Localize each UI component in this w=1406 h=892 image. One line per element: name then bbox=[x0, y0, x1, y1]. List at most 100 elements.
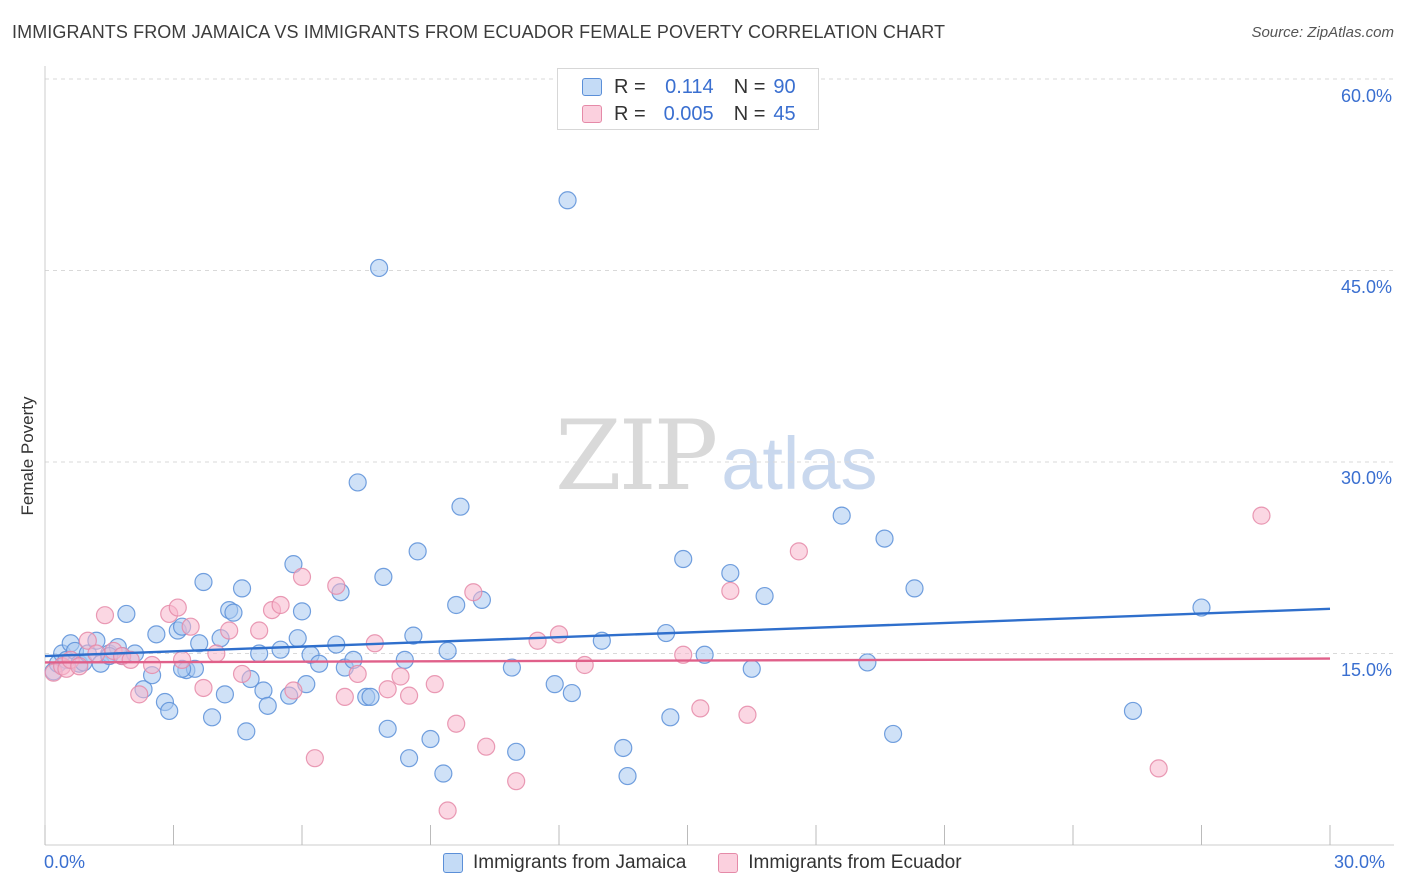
point-jamaica bbox=[215, 685, 234, 704]
point-jamaica bbox=[562, 683, 581, 703]
point-ecuador bbox=[425, 675, 444, 694]
point-jamaica bbox=[674, 549, 693, 569]
point-ecuador bbox=[691, 699, 710, 718]
point-ecuador bbox=[477, 737, 496, 756]
point-ecuador bbox=[438, 801, 457, 820]
series-legend: Immigrants from Jamaica Immigrants from … bbox=[443, 852, 994, 874]
x-tick-label-max: 30.0% bbox=[1334, 852, 1386, 872]
point-ecuador bbox=[335, 687, 354, 707]
point-jamaica bbox=[117, 604, 136, 624]
legend-swatch-jamaica bbox=[582, 78, 602, 96]
point-ecuador bbox=[292, 567, 312, 587]
x-tick-label-min: 0.0% bbox=[44, 852, 86, 872]
point-ecuador bbox=[232, 664, 252, 684]
point-jamaica bbox=[545, 675, 564, 694]
point-ecuador bbox=[674, 645, 693, 664]
legend-r-value-ecuador: 0.005 bbox=[663, 102, 714, 125]
point-jamaica bbox=[147, 625, 166, 644]
point-jamaica bbox=[434, 764, 453, 783]
point-jamaica bbox=[438, 641, 457, 661]
point-ecuador bbox=[399, 686, 419, 705]
point-jamaica bbox=[883, 724, 903, 744]
legend-r-label: R = bbox=[614, 102, 646, 125]
point-ecuador bbox=[348, 664, 367, 684]
point-jamaica bbox=[1123, 701, 1143, 721]
point-jamaica bbox=[370, 258, 389, 278]
legend-n-value-jamaica: 90 bbox=[773, 75, 796, 98]
point-jamaica bbox=[237, 722, 256, 741]
point-jamaica bbox=[190, 634, 209, 653]
legend-n-value-ecuador: 45 bbox=[773, 102, 796, 125]
point-ecuador bbox=[142, 655, 162, 675]
trend-line-jamaica bbox=[44, 607, 1331, 658]
point-ecuador bbox=[528, 631, 547, 650]
point-jamaica bbox=[399, 749, 419, 768]
point-jamaica bbox=[618, 766, 637, 786]
point-ecuador bbox=[305, 749, 324, 768]
point-ecuador bbox=[130, 685, 149, 704]
legend-row-ecuador: R = 0.005 N = 45 bbox=[582, 102, 796, 126]
point-jamaica bbox=[361, 687, 380, 707]
trend-line-ecuador bbox=[44, 657, 1331, 664]
series-swatch-jamaica bbox=[443, 853, 463, 873]
legend-r-value-jamaica: 0.114 bbox=[665, 75, 714, 98]
point-jamaica bbox=[292, 602, 312, 621]
point-jamaica bbox=[661, 708, 680, 727]
point-jamaica bbox=[288, 629, 307, 648]
watermark-atlas: atlas bbox=[721, 422, 878, 505]
point-ecuador bbox=[181, 617, 200, 636]
y-tick-label-15: 15.0% bbox=[1340, 660, 1392, 680]
point-ecuador bbox=[391, 667, 410, 686]
point-ecuador bbox=[194, 678, 213, 698]
point-ecuador bbox=[464, 583, 483, 602]
point-jamaica bbox=[271, 640, 290, 659]
point-jamaica bbox=[374, 567, 393, 587]
legend-swatch-ecuador bbox=[582, 105, 602, 123]
point-ecuador bbox=[1252, 506, 1271, 525]
point-jamaica bbox=[202, 708, 222, 727]
watermark-zip: ZIP bbox=[555, 400, 718, 512]
point-jamaica bbox=[755, 586, 774, 606]
y-tick-label-30: 30.0% bbox=[1340, 468, 1392, 488]
correlation-legend: R = 0.114 N = 90 R = 0.005 N = 45 bbox=[557, 68, 819, 130]
point-jamaica bbox=[224, 603, 243, 622]
y-tick-label-60: 60.0% bbox=[1340, 86, 1392, 106]
point-jamaica bbox=[742, 659, 761, 678]
point-ecuador bbox=[721, 581, 740, 601]
zipatlas-watermark: ZIPatlas bbox=[555, 400, 878, 512]
point-jamaica bbox=[875, 529, 894, 548]
point-jamaica bbox=[858, 653, 877, 672]
series-label-jamaica: Immigrants from Jamaica bbox=[473, 852, 687, 873]
series-swatch-ecuador bbox=[718, 853, 739, 873]
point-jamaica bbox=[502, 658, 521, 677]
series-label-ecuador: Immigrants from Ecuador bbox=[748, 852, 962, 873]
series-legend-ecuador: Immigrants from Ecuador bbox=[718, 852, 962, 874]
y-tick-label-45: 45.0% bbox=[1340, 277, 1392, 297]
legend-r-label: R = bbox=[614, 75, 646, 98]
point-jamaica bbox=[395, 650, 414, 669]
point-jamaica bbox=[507, 742, 526, 761]
point-jamaica bbox=[160, 701, 179, 721]
point-ecuador bbox=[1149, 759, 1168, 778]
point-jamaica bbox=[258, 696, 277, 715]
point-jamaica bbox=[721, 563, 740, 583]
point-ecuador bbox=[789, 542, 808, 561]
point-jamaica bbox=[254, 681, 273, 700]
point-ecuador bbox=[327, 576, 346, 595]
point-jamaica bbox=[1192, 598, 1211, 617]
source-credit: Source: ZipAtlas.com bbox=[1251, 24, 1394, 41]
point-jamaica bbox=[832, 506, 851, 525]
legend-n-label: N = bbox=[733, 102, 766, 125]
point-jamaica bbox=[905, 579, 924, 598]
point-ecuador bbox=[507, 772, 526, 791]
point-ecuador bbox=[207, 644, 226, 663]
point-jamaica bbox=[310, 654, 329, 673]
point-ecuador bbox=[447, 714, 466, 733]
point-ecuador bbox=[220, 621, 239, 640]
point-jamaica bbox=[447, 595, 466, 615]
point-jamaica bbox=[194, 572, 213, 592]
point-jamaica bbox=[614, 738, 633, 758]
point-ecuador bbox=[95, 606, 115, 625]
legend-row-jamaica: R = 0.114 N = 90 bbox=[582, 75, 796, 99]
